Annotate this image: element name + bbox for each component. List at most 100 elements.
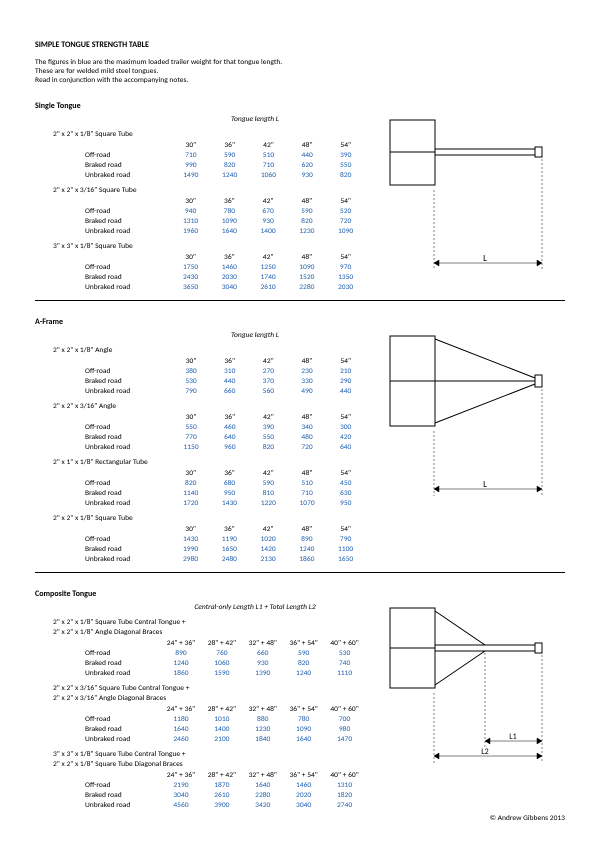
value-cell: 520: [326, 206, 365, 216]
strength-table: 30"36"42"48"54"Off-road550460390340300Br…: [85, 412, 365, 452]
value-cell: 1100: [326, 544, 365, 554]
value-cell: 660: [242, 648, 283, 658]
value-cell: 1390: [242, 668, 283, 678]
section-title: Single Tongue: [35, 101, 565, 111]
value-cell: 4560: [161, 800, 202, 810]
value-cell: 1240: [283, 668, 324, 678]
strength-table: 24" + 36"28" + 42"32" + 48"36" + 54"40" …: [85, 638, 365, 678]
col-header: 28" + 42": [201, 638, 242, 648]
row-label: Unbraked road: [85, 800, 161, 810]
col-header: 54": [326, 252, 365, 262]
strength-table: 30"36"42"48"54"Off-road17501460125010909…: [85, 252, 365, 292]
col-header: 48": [288, 412, 327, 422]
value-cell: 2280: [287, 282, 326, 292]
value-cell: 550: [326, 160, 365, 170]
col-header: 40" + 60": [324, 704, 365, 714]
value-cell: 300: [326, 422, 365, 432]
col-header: 36" + 54": [283, 638, 324, 648]
intro-line: Read in conjunction with the accompanyin…: [35, 76, 565, 85]
page-title: SIMPLE TONGUE STRENGTH TABLE: [35, 40, 565, 50]
strength-table: 30"36"42"48"54"Off-road940780670590520Br…: [85, 196, 365, 236]
value-cell: 370: [249, 376, 288, 386]
value-cell: 820: [249, 442, 288, 452]
row-label: Off-road: [85, 366, 172, 376]
row-label: Braked road: [85, 724, 161, 734]
col-header: 54": [326, 524, 365, 534]
col-header: 28" + 42": [201, 770, 242, 780]
col-header: 54": [326, 412, 365, 422]
group-title: 2" x 2" x 1/8" Square Tube Diagonal Brac…: [53, 760, 365, 769]
value-cell: 590: [210, 150, 249, 160]
intro-line: These are for welded mild steel tongues.: [35, 67, 565, 76]
value-cell: 740: [324, 658, 365, 668]
tongue-length-header: Tongue length L: [155, 331, 355, 340]
value-cell: 3040: [283, 800, 324, 810]
value-cell: 2280: [242, 790, 283, 800]
value-cell: 820: [210, 160, 249, 170]
value-cell: 440: [288, 150, 327, 160]
value-cell: 1350: [326, 272, 365, 282]
value-cell: 2430: [171, 272, 210, 282]
value-cell: 680: [210, 478, 249, 488]
value-cell: 1490: [171, 170, 210, 180]
value-cell: 720: [326, 216, 365, 226]
value-cell: 940: [171, 206, 210, 216]
group-title: 2" x 2" x 1/8" Angle Diagonal Braces: [53, 628, 365, 637]
col-header: 48": [287, 196, 326, 206]
col-header: 40" + 60": [324, 638, 365, 648]
col-header: 36": [210, 524, 249, 534]
value-cell: 2030: [210, 272, 249, 282]
value-cell: 3900: [201, 800, 242, 810]
value-cell: 450: [326, 478, 365, 488]
strength-table: 30"36"42"48"54"Off-road14301190102089079…: [85, 524, 365, 564]
row-label: Off-road: [85, 714, 161, 724]
value-cell: 2740: [324, 800, 365, 810]
value-cell: 1640: [242, 780, 283, 790]
value-cell: 630: [326, 488, 365, 498]
value-cell: 1840: [242, 734, 283, 744]
value-cell: 560: [249, 386, 288, 396]
section-title: A-Frame: [35, 317, 565, 327]
col-header: 54": [326, 140, 365, 150]
row-label: Off-road: [85, 478, 171, 488]
group-title: 3" x 3" x 1/8" Square Tube Central Tongu…: [53, 750, 365, 759]
svg-text:L: L: [483, 479, 487, 490]
row-label: Off-road: [85, 780, 161, 790]
value-cell: 1860: [161, 668, 202, 678]
value-cell: 950: [326, 498, 365, 508]
value-cell: 1230: [287, 226, 326, 236]
group-title: 2" x 2" x 3/16" Angle Diagonal Braces: [53, 694, 365, 703]
value-cell: 1220: [249, 498, 288, 508]
value-cell: 550: [172, 422, 211, 432]
row-label: Off-road: [85, 206, 171, 216]
value-cell: 1460: [210, 262, 249, 272]
value-cell: 820: [326, 170, 365, 180]
col-header: 54": [326, 356, 365, 366]
group-title: 2" x 2" x 1/8" Square Tube: [53, 130, 365, 139]
value-cell: 2190: [161, 780, 202, 790]
value-cell: 660: [210, 386, 249, 396]
value-cell: 1870: [201, 780, 242, 790]
value-cell: 340: [288, 422, 327, 432]
copyright: © Andrew Gibbens 2013: [35, 814, 565, 823]
value-cell: 880: [242, 714, 283, 724]
col-header: 54": [326, 468, 365, 478]
value-cell: 1090: [326, 226, 365, 236]
row-label: Braked road: [85, 488, 171, 498]
value-cell: 790: [172, 386, 211, 396]
col-header: 54": [326, 196, 365, 206]
value-cell: 1240: [161, 658, 202, 668]
value-cell: 1740: [249, 272, 288, 282]
group-title: 3" x 3" x 1/8" Square Tube: [53, 242, 365, 251]
value-cell: 510: [288, 478, 327, 488]
col-header: 40" + 60": [324, 770, 365, 780]
value-cell: 1960: [171, 226, 210, 236]
value-cell: 1070: [288, 498, 327, 508]
value-cell: 1180: [161, 714, 202, 724]
value-cell: 930: [249, 216, 288, 226]
group-title: 2" x 2" x 3/16" Angle: [53, 402, 365, 411]
value-cell: 700: [324, 714, 365, 724]
value-cell: 990: [171, 160, 210, 170]
value-cell: 2130: [249, 554, 288, 564]
strength-table: 30"36"42"48"54"Off-road710590510440390Br…: [85, 140, 365, 180]
